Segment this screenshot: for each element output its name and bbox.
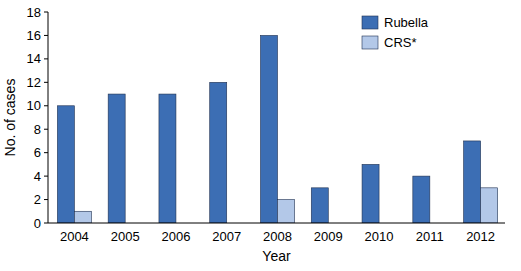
y-tick: [44, 223, 48, 224]
x-tick-label: 2010: [365, 229, 394, 244]
bar: [108, 94, 125, 223]
y-tick: [44, 82, 48, 83]
y-tick: [44, 105, 48, 106]
x-tick-label: 2012: [466, 229, 495, 244]
y-tick: [44, 199, 48, 200]
bar: [159, 94, 176, 223]
legend-swatch: [362, 16, 378, 29]
y-axis: [48, 12, 49, 223]
x-tick-label: 2007: [212, 229, 241, 244]
x-tick-label: 2008: [263, 229, 292, 244]
bar: [74, 211, 91, 223]
x-tick-label: 2011: [416, 229, 444, 244]
y-tick: [44, 12, 48, 13]
y-tick: [44, 129, 48, 130]
bar: [210, 82, 227, 223]
y-tick: [44, 152, 48, 153]
legend-label: CRS*: [384, 35, 417, 50]
y-tick-label: 10: [27, 98, 41, 113]
y-axis-label: No. of cases: [2, 79, 18, 157]
bar: [311, 188, 328, 223]
bar: [464, 141, 481, 223]
y-tick-label: 8: [34, 122, 41, 137]
y-tick: [44, 176, 48, 177]
x-tick-label: 2006: [161, 229, 190, 244]
bar: [57, 106, 74, 223]
legend: Rubella CRS*: [362, 15, 429, 50]
bar: [413, 176, 430, 223]
y-tick: [44, 35, 48, 36]
x-axis-label: Year: [262, 248, 291, 264]
y-tick-label: 16: [27, 28, 41, 43]
x-axis: [48, 223, 505, 224]
y-tick-label: 14: [27, 51, 41, 66]
bars: [57, 35, 497, 223]
x-tick-label: 2004: [60, 229, 89, 244]
legend-label: Rubella: [384, 15, 429, 30]
y-tick-label: 18: [27, 5, 41, 20]
y-tick-label: 12: [27, 75, 41, 90]
y-tick: [44, 58, 48, 59]
y-tick-label: 4: [34, 169, 41, 184]
bar: [261, 35, 278, 223]
bar: [362, 164, 379, 223]
chart-container: 0 2 4 6 8 10 12 14 16 18 2004 2005 2006 2007 2008 2009 2…: [0, 0, 521, 271]
bar: [481, 188, 498, 223]
legend-swatch: [362, 36, 378, 49]
bar: [278, 200, 295, 223]
x-tick-label: 2005: [111, 229, 140, 244]
x-tick-label: 2009: [314, 229, 343, 244]
chart: 0 2 4 6 8 10 12 14 16 18 2004 2005 2006 2007 2008 2009 2…: [0, 0, 521, 271]
y-tick-label: 6: [34, 145, 41, 160]
y-tick-label: 0: [34, 216, 41, 231]
y-tick-label: 2: [34, 192, 41, 207]
